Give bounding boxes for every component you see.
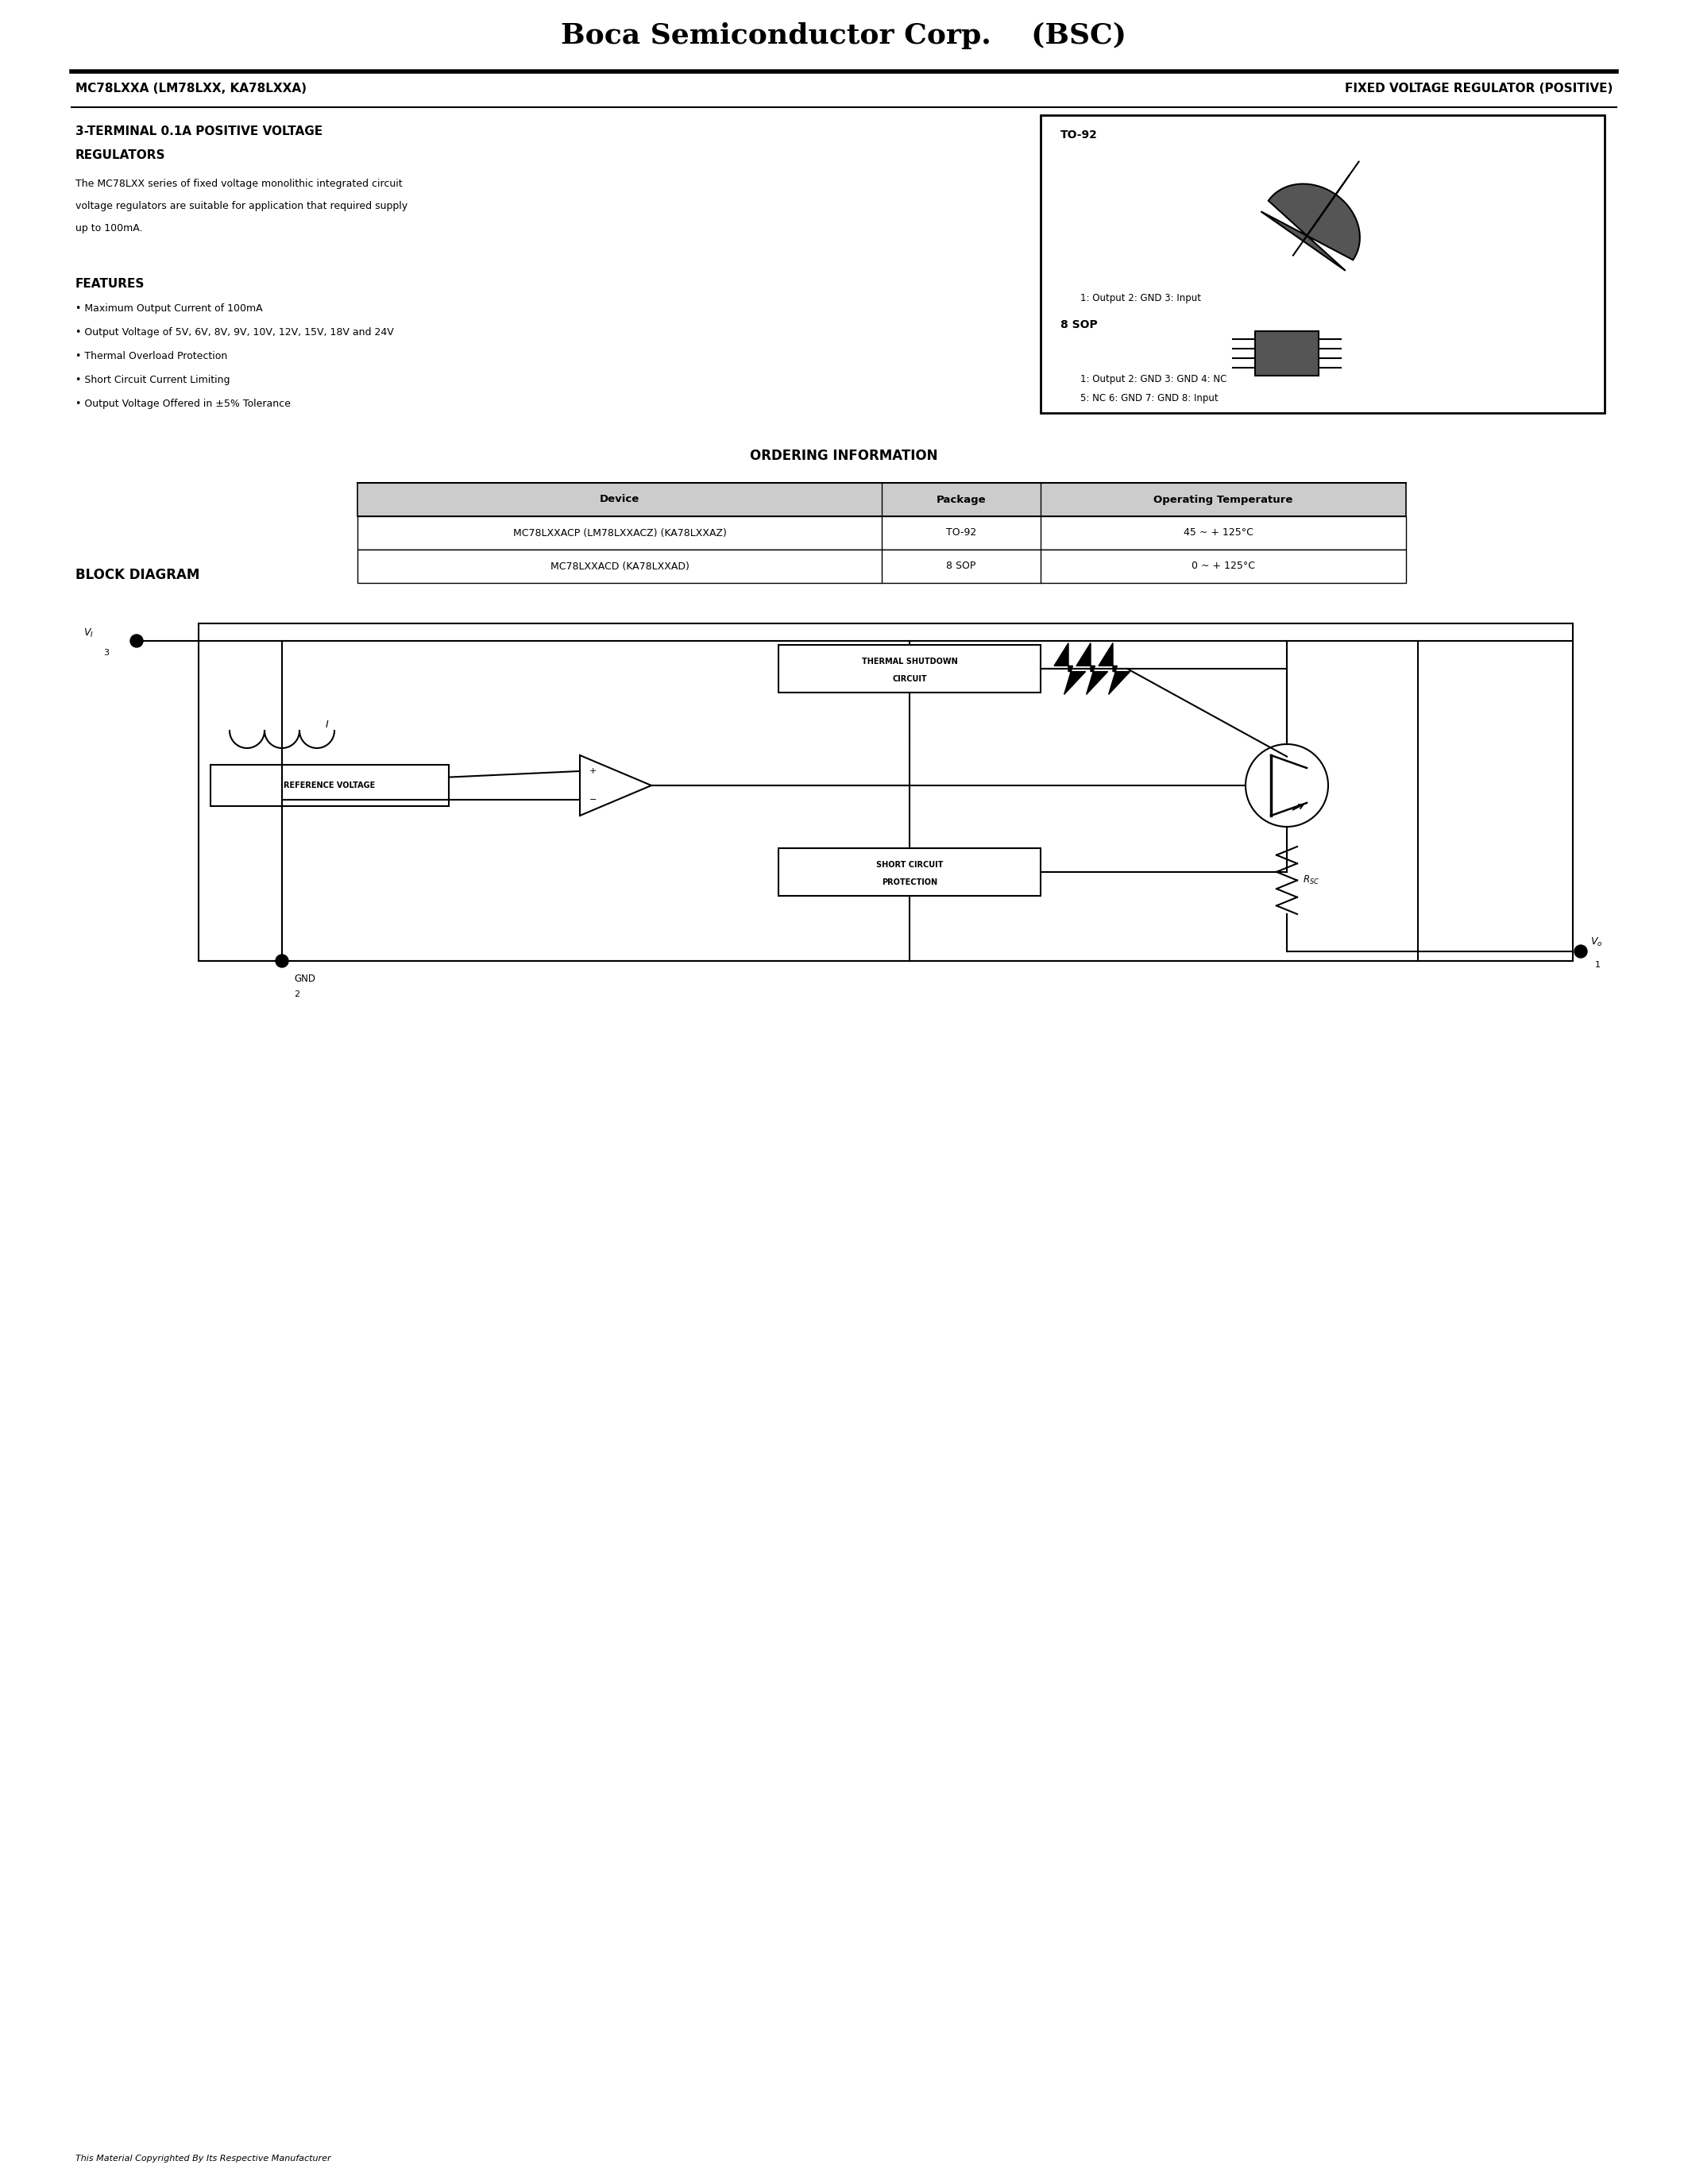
Text: REFERENCE VOLTAGE: REFERENCE VOLTAGE xyxy=(284,782,375,788)
Text: MC78LXXACP (LM78LXXACZ) (KA78LXXAZ): MC78LXXACP (LM78LXXACZ) (KA78LXXAZ) xyxy=(513,529,726,537)
Text: 2: 2 xyxy=(294,989,299,998)
Text: 1: 1 xyxy=(1595,961,1600,970)
Text: 3-TERMINAL 0.1A POSITIVE VOLTAGE: 3-TERMINAL 0.1A POSITIVE VOLTAGE xyxy=(76,124,322,138)
Bar xyxy=(778,847,1040,895)
Text: $V_o$: $V_o$ xyxy=(1590,937,1602,948)
Text: 1: Output 2: GND 3: Input: 1: Output 2: GND 3: Input xyxy=(1080,293,1202,304)
Polygon shape xyxy=(1261,183,1361,271)
Text: FEATURES: FEATURES xyxy=(76,277,145,290)
Text: • Output Voltage of 5V, 6V, 8V, 9V, 10V, 12V, 15V, 18V and 24V: • Output Voltage of 5V, 6V, 8V, 9V, 10V,… xyxy=(76,328,393,339)
Text: FIXED VOLTAGE REGULATOR (POSITIVE): FIXED VOLTAGE REGULATOR (POSITIVE) xyxy=(1345,83,1612,94)
Circle shape xyxy=(275,954,289,968)
Text: TO-92: TO-92 xyxy=(945,529,976,537)
Text: MC78LXXA (LM78LXX, KA78LXXA): MC78LXXA (LM78LXX, KA78LXXA) xyxy=(76,83,307,94)
Bar xyxy=(358,483,1406,515)
Text: 45 ~ + 125°C: 45 ~ + 125°C xyxy=(1183,529,1263,537)
Text: TO-92: TO-92 xyxy=(1060,129,1097,140)
Text: 0 ~ + 125°C: 0 ~ + 125°C xyxy=(1192,561,1256,572)
Bar xyxy=(211,764,449,806)
Circle shape xyxy=(1246,745,1328,828)
Text: • Maximum Output Current of 100mA: • Maximum Output Current of 100mA xyxy=(76,304,263,314)
Bar xyxy=(358,515,1406,550)
Text: This Material Copyrighted By Its Respective Manufacturer: This Material Copyrighted By Its Respect… xyxy=(76,2156,331,2162)
Text: • Short Circuit Current Limiting: • Short Circuit Current Limiting xyxy=(76,376,230,384)
Text: The MC78LXX series of fixed voltage monolithic integrated circuit: The MC78LXX series of fixed voltage mono… xyxy=(76,179,402,190)
Bar xyxy=(358,550,1406,583)
Text: GND: GND xyxy=(294,974,316,983)
Text: I: I xyxy=(326,719,329,729)
Bar xyxy=(1040,116,1605,413)
Text: 1: Output 2: GND 3: GND 4: NC: 1: Output 2: GND 3: GND 4: NC xyxy=(1080,373,1227,384)
Text: 8 SOP: 8 SOP xyxy=(1060,319,1097,330)
Text: 3: 3 xyxy=(103,649,108,657)
Text: THERMAL SHUTDOWN: THERMAL SHUTDOWN xyxy=(861,657,957,666)
Text: 5: NC 6: GND 7: GND 8: Input: 5: NC 6: GND 7: GND 8: Input xyxy=(1080,393,1219,404)
Text: voltage regulators are suitable for application that required supply: voltage regulators are suitable for appl… xyxy=(76,201,407,212)
Text: PROTECTION: PROTECTION xyxy=(881,878,937,887)
Text: CIRCUIT: CIRCUIT xyxy=(893,675,927,684)
Text: REGULATORS: REGULATORS xyxy=(76,149,165,162)
Bar xyxy=(199,622,1573,961)
Circle shape xyxy=(130,636,143,646)
Text: Operating Temperature: Operating Temperature xyxy=(1153,494,1293,505)
Polygon shape xyxy=(1099,642,1129,695)
Bar xyxy=(1256,332,1318,376)
Text: Boca Semiconductor Corp.    (BSC): Boca Semiconductor Corp. (BSC) xyxy=(560,22,1128,50)
Circle shape xyxy=(1575,946,1587,959)
Polygon shape xyxy=(1053,642,1085,695)
Text: MC78LXXACD (KA78LXXAD): MC78LXXACD (KA78LXXAD) xyxy=(550,561,689,572)
Text: $V_I$: $V_I$ xyxy=(83,627,93,640)
Text: $R_{SC}$: $R_{SC}$ xyxy=(1303,874,1320,887)
Text: • Thermal Overload Protection: • Thermal Overload Protection xyxy=(76,352,228,360)
Text: • Output Voltage Offered in ±5% Tolerance: • Output Voltage Offered in ±5% Toleranc… xyxy=(76,400,290,408)
Polygon shape xyxy=(581,756,652,815)
Text: up to 100mA.: up to 100mA. xyxy=(76,223,142,234)
Text: ORDERING INFORMATION: ORDERING INFORMATION xyxy=(749,448,939,463)
Bar xyxy=(778,644,1040,692)
Text: BLOCK DIAGRAM: BLOCK DIAGRAM xyxy=(76,568,199,583)
Text: +: + xyxy=(589,767,598,775)
Text: Device: Device xyxy=(599,494,640,505)
Text: 8 SOP: 8 SOP xyxy=(947,561,976,572)
Text: −: − xyxy=(589,795,598,804)
Text: SHORT CIRCUIT: SHORT CIRCUIT xyxy=(876,860,944,869)
Polygon shape xyxy=(1077,642,1107,695)
Text: Package: Package xyxy=(937,494,986,505)
